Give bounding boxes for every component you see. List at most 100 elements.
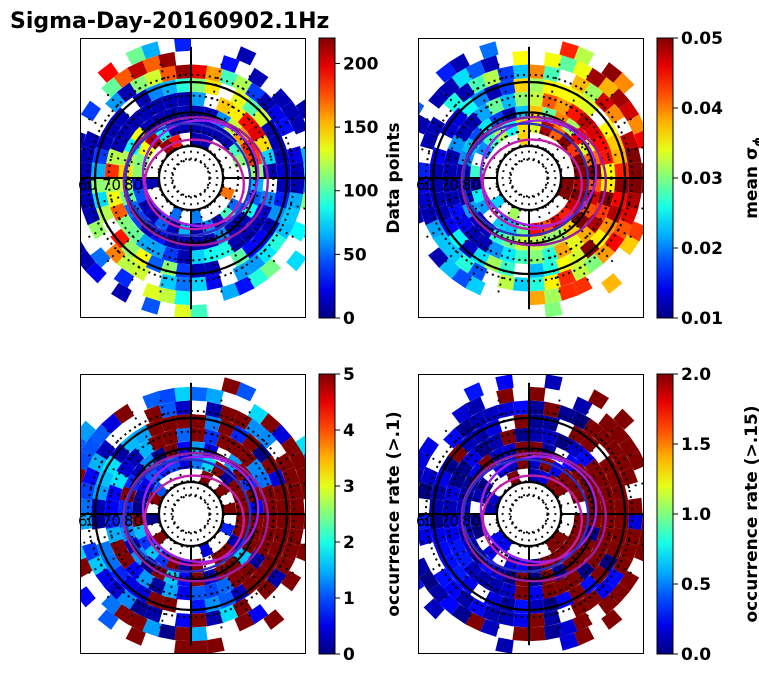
heatmap-cell — [553, 241, 573, 260]
heatmap-cell — [191, 277, 208, 292]
figure-title: Sigma-Day-20160902.1Hz — [10, 9, 329, 34]
heatmap-cell — [579, 433, 600, 453]
meridian-dotted — [424, 186, 514, 239]
lat-label: 70 — [102, 512, 121, 530]
heatmap-cell — [557, 269, 577, 287]
heatmap-cell — [513, 414, 529, 429]
heatmap-cell — [451, 268, 473, 289]
heatmap-cell — [234, 276, 255, 296]
meridian-dotted — [130, 193, 183, 283]
heatmap-cell — [116, 253, 137, 274]
heatmap-cell — [175, 263, 191, 278]
meridian-dotted — [206, 186, 296, 239]
heatmap-cell — [594, 428, 615, 449]
meridian-dotted — [443, 190, 517, 264]
heatmap-cell — [454, 458, 474, 478]
heatmap-cell — [614, 514, 629, 530]
heatmap-cell — [206, 637, 225, 654]
heatmap-cell — [142, 283, 162, 301]
heatmap-cell — [529, 290, 546, 306]
heatmap-cell — [543, 287, 562, 305]
meridian-dotted — [468, 409, 521, 499]
meridian-dotted — [203, 92, 277, 166]
heatmap-cell — [473, 233, 493, 253]
lat-circle-dotted — [171, 494, 211, 534]
heatmap-cell — [572, 276, 593, 296]
oval-boundary — [462, 458, 590, 573]
heatmap-cell — [529, 585, 544, 601]
heatmap-cell — [205, 387, 224, 405]
heatmap-cell — [574, 626, 595, 646]
heatmap-cell — [620, 542, 638, 562]
heatmap-cell — [451, 604, 473, 625]
heatmap-cell — [290, 161, 305, 178]
heatmap-cell — [176, 585, 191, 601]
heatmap-cell — [418, 575, 425, 591]
heatmap-cell — [443, 428, 464, 449]
lat-label: 70 — [440, 176, 459, 194]
heatmap-cell — [556, 186, 573, 201]
lat-circle — [157, 144, 225, 212]
heatmap-cell — [177, 558, 191, 574]
heatmap-cell — [467, 74, 488, 94]
heatmap-cell — [439, 77, 460, 98]
heatmap-cell — [191, 386, 208, 402]
heatmap-cell — [418, 207, 424, 224]
heatmap-cell — [585, 67, 607, 88]
heatmap-cell — [418, 101, 425, 117]
heatmap-cell — [227, 569, 247, 589]
heatmap-cell — [513, 599, 529, 614]
heatmap-cell — [465, 276, 486, 296]
heatmap-cell — [191, 585, 206, 601]
oval-boundary — [481, 474, 584, 567]
heatmap-cell — [101, 77, 122, 98]
heatmap-cell — [245, 82, 266, 103]
oval-boundary — [479, 455, 598, 564]
meridian-dotted — [546, 181, 644, 210]
meridian-dotted — [203, 526, 277, 600]
colorbar-tick-label: 1.0 — [681, 505, 711, 525]
heatmap-cell — [191, 613, 208, 628]
heatmap-cell — [237, 447, 258, 468]
lat-circle — [495, 144, 563, 212]
meridian-dotted — [159, 61, 188, 161]
heatmap-cell — [252, 107, 272, 128]
heatmap-cell — [418, 570, 439, 592]
heatmap-cell — [579, 97, 600, 117]
heatmap-cell — [425, 219, 445, 240]
heatmap-cell — [559, 178, 575, 190]
heatmap-cell — [113, 403, 135, 424]
heatmap-cell — [480, 55, 500, 73]
heatmap-cell — [443, 579, 464, 600]
heatmap-cell — [584, 122, 604, 142]
heatmap-cell — [50, 178, 64, 195]
heatmap-cell — [80, 100, 101, 122]
meridian-dotted — [544, 453, 634, 506]
heatmap-cell — [565, 233, 585, 253]
heatmap-cell — [241, 97, 262, 117]
meridian-dotted — [80, 147, 174, 175]
heatmap-cell — [481, 69, 501, 87]
heatmap-cell — [565, 439, 585, 459]
heatmap-cell — [609, 88, 630, 109]
heatmap-cell — [553, 96, 573, 115]
heatmap-cell — [175, 414, 191, 429]
heatmap-cell — [158, 51, 177, 69]
meridian-dotted — [206, 522, 296, 575]
heatmap-cell — [613, 72, 635, 94]
heatmap-cell — [613, 555, 633, 576]
heatmap-cell — [601, 62, 623, 83]
heatmap-cell — [604, 439, 625, 460]
meridian-dotted — [86, 186, 176, 239]
heatmap-cell — [583, 589, 604, 610]
heatmap-cell — [174, 38, 191, 52]
lat-circle — [157, 480, 225, 548]
heatmap-cell — [260, 413, 281, 434]
meridian-dotted — [203, 428, 277, 502]
meridian-dotted — [541, 190, 615, 264]
heatmap-cell — [286, 250, 306, 272]
heatmap-cell — [246, 214, 266, 234]
meridian-dotted — [159, 397, 188, 497]
meridian-dotted — [80, 517, 174, 545]
